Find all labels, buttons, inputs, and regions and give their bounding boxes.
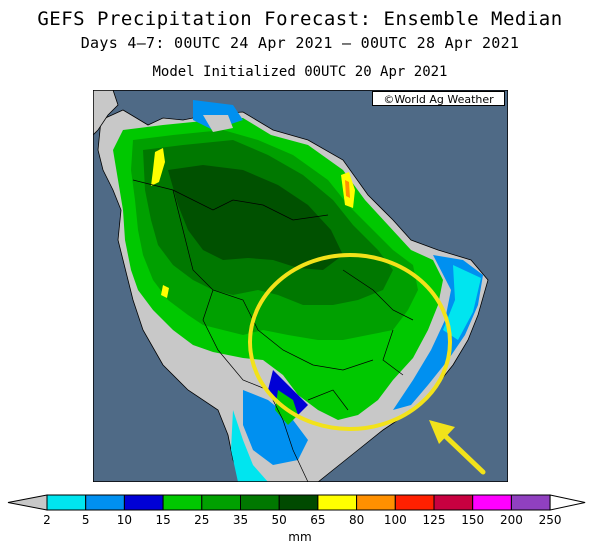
- precip-65-80: [151, 148, 165, 186]
- legend-above-max: [549, 494, 586, 511]
- legend-swatch: [162, 494, 203, 511]
- legend-tick-label: 35: [233, 513, 248, 527]
- precip-10-15: [268, 370, 308, 415]
- legend-swatch: [201, 494, 242, 511]
- legend-tick-label: 250: [539, 513, 562, 527]
- legend-tick-label: 50: [272, 513, 287, 527]
- legend-tick-label: 150: [461, 513, 484, 527]
- legend-swatch: [278, 494, 319, 511]
- legend-tick-label: 15: [155, 513, 170, 527]
- legend-unit: mm: [288, 530, 311, 544]
- map-credit: ©World Ag Weather: [372, 91, 505, 106]
- legend-tick-label: 100: [384, 513, 407, 527]
- legend-below-min: [7, 494, 48, 511]
- legend-tick-label: 10: [117, 513, 132, 527]
- legend-swatch: [85, 494, 125, 511]
- legend-swatch: [356, 494, 396, 511]
- legend-swatch: [433, 494, 474, 511]
- legend-tick-label: 25: [194, 513, 209, 527]
- legend-tick-label: 125: [423, 513, 446, 527]
- precipitation-map: [93, 90, 508, 482]
- forecast-period: Days 4–7: 00UTC 24 Apr 2021 – 00UTC 28 A…: [80, 34, 520, 52]
- legend-tick-label: 200: [500, 513, 523, 527]
- legend-tick-label: 5: [82, 513, 90, 527]
- arrow-icon: [429, 420, 486, 475]
- legend-tick-label: 65: [310, 513, 325, 527]
- model-initialized: Model Initialized 00UTC 20 Apr 2021: [152, 64, 448, 80]
- legend-swatch: [394, 494, 435, 511]
- legend-swatch: [317, 494, 358, 511]
- legend-tick-label: 2: [43, 513, 51, 527]
- legend-swatch: [240, 494, 280, 511]
- legend-swatch: [510, 494, 551, 511]
- legend-tick-label: 80: [349, 513, 364, 527]
- page-title: GEFS Precipitation Forecast: Ensemble Me…: [37, 8, 563, 30]
- legend-swatch: [472, 494, 512, 511]
- legend-swatch: [46, 494, 87, 511]
- precip-50-65: [168, 165, 343, 270]
- legend-swatch: [123, 494, 164, 511]
- highlight-ellipse: [248, 253, 452, 431]
